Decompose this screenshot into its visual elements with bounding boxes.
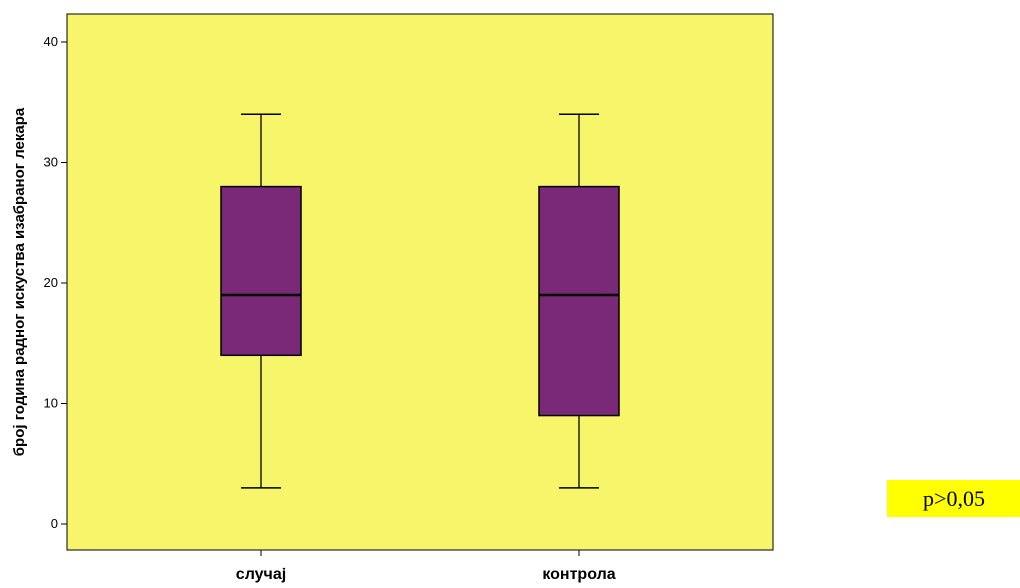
y-axis-title: број година радног искуства изабраног ле… [11, 107, 28, 456]
iqr-box [538, 185, 620, 417]
box-1 [220, 113, 302, 489]
plot-area [66, 13, 774, 551]
y-tick-label: 0 [51, 516, 58, 531]
x-category-label: случај [236, 566, 286, 583]
boxes [220, 113, 620, 489]
y-tick-label: 40 [44, 34, 58, 49]
p-value-annotation: p>0,05 [887, 480, 1020, 517]
y-axis: 0 10 20 30 40 [44, 34, 67, 531]
box-2 [538, 113, 620, 489]
x-axis: случај контрола [236, 550, 616, 583]
iqr-box [220, 185, 302, 357]
y-tick-label: 20 [44, 275, 58, 290]
y-tick-label: 10 [44, 396, 58, 411]
y-tick-label: 30 [44, 155, 58, 170]
x-category-label: контрола [542, 566, 615, 583]
